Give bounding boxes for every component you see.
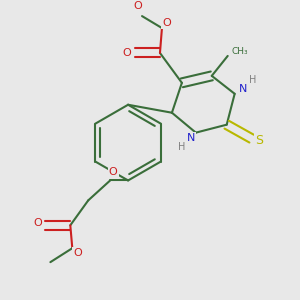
Text: O: O xyxy=(109,167,118,178)
Text: S: S xyxy=(256,134,264,147)
Text: O: O xyxy=(73,248,82,258)
Text: N: N xyxy=(187,133,195,142)
Text: O: O xyxy=(163,18,171,28)
Text: O: O xyxy=(134,1,142,11)
Text: O: O xyxy=(123,48,131,58)
Text: H: H xyxy=(178,142,186,152)
Text: N: N xyxy=(238,84,247,94)
Text: CH₃: CH₃ xyxy=(231,47,248,56)
Text: H: H xyxy=(249,75,256,85)
Text: O: O xyxy=(33,218,42,228)
